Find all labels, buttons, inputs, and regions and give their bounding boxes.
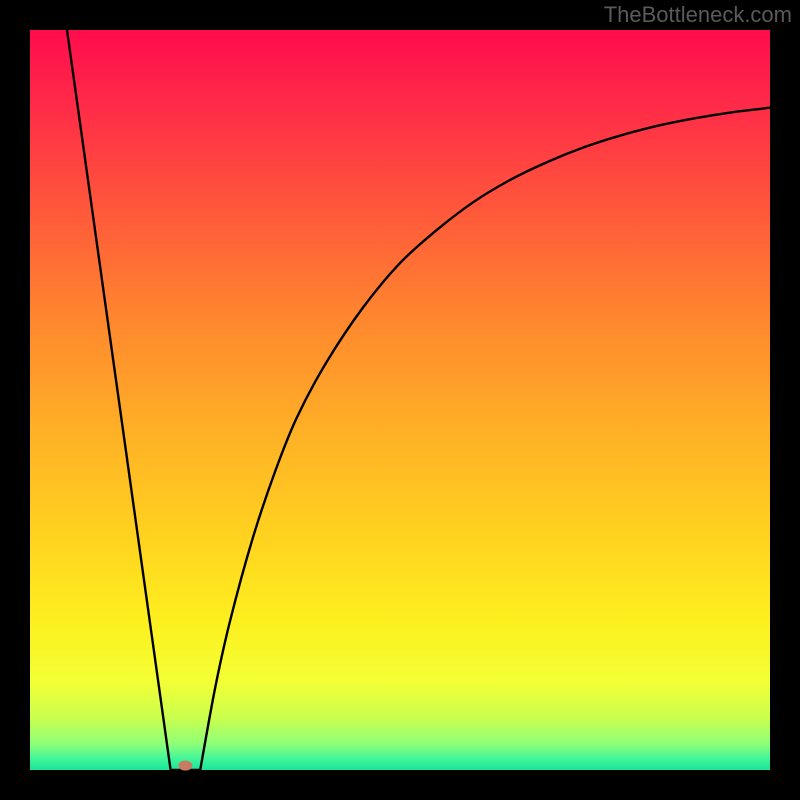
plot-area [30, 30, 770, 770]
chart-container: TheBottleneck.com [0, 0, 800, 800]
optimal-point-marker [178, 761, 192, 771]
watermark-text: TheBottleneck.com [604, 2, 792, 28]
bottleneck-chart [0, 0, 800, 800]
